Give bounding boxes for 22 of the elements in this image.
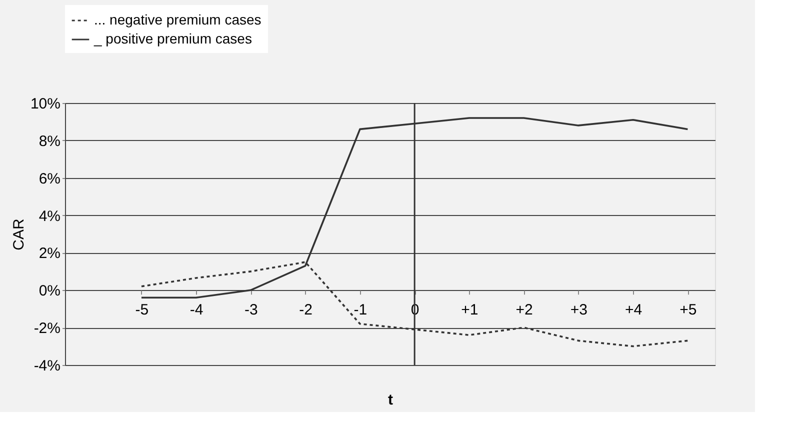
y-tick-label: 6% [38, 170, 60, 188]
y-tick-label: 8% [38, 132, 60, 150]
x-tick-label: +1 [461, 302, 478, 319]
x-tick-label: -3 [244, 302, 258, 319]
x-tick-label: -1 [354, 302, 368, 319]
x-tick-label: +5 [680, 302, 697, 319]
x-tick-label: -4 [190, 302, 204, 319]
x-axis-title: t [388, 392, 393, 408]
y-axis-title: CAR [10, 218, 28, 250]
legend-label: ... negative premium cases [94, 12, 262, 28]
x-tick-label: -5 [135, 302, 149, 319]
x-tick-label: +2 [516, 302, 533, 319]
y-tick-label: 2% [38, 245, 60, 262]
y-tick-label: 0% [38, 282, 60, 300]
x-tick-label: +3 [570, 302, 588, 319]
y-tick-label: 4% [38, 208, 60, 225]
legend-label: _ positive premium cases [93, 30, 252, 46]
y-tick-label: -4% [34, 358, 60, 374]
y-tick-label: 10% [30, 96, 60, 112]
y-tick-label: -2% [34, 320, 60, 338]
x-tick-label: +4 [625, 302, 642, 319]
x-tick-label: -2 [299, 302, 313, 319]
